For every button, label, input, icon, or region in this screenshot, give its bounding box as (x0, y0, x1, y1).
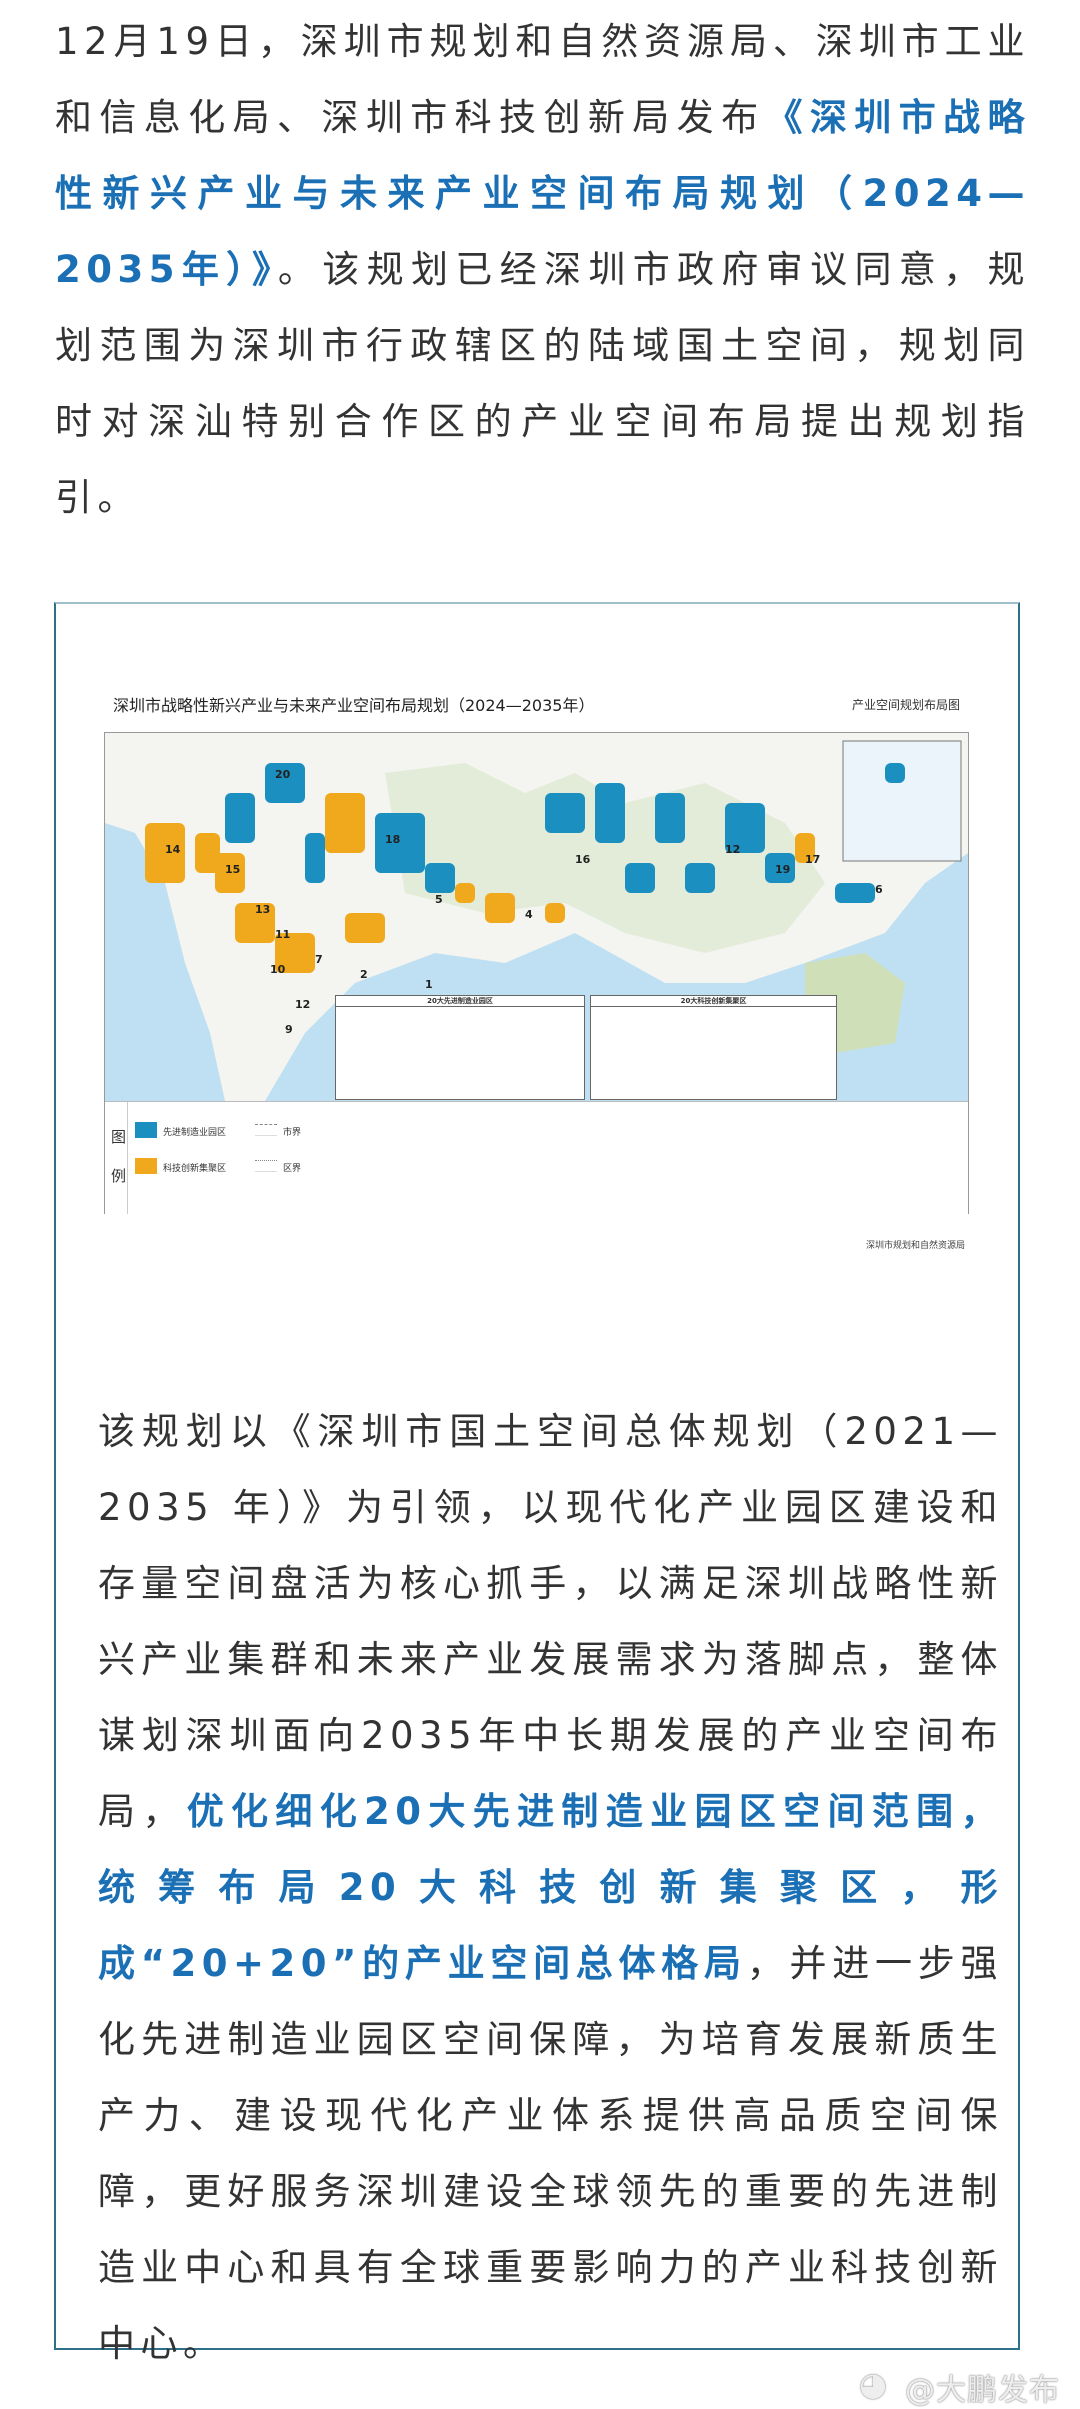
body-paragraph: 该规划以《深圳市国土空间总体规划（2021—2035 年）》为引领，以现代化产业… (98, 1394, 1003, 2382)
intro-text-rest: 。该规划已经深圳市政府审议同意，规划范围为深圳市行政辖区的陆域国土空间，规划同时… (55, 248, 1031, 519)
zone-patch (655, 793, 685, 843)
zone-number: 14 (165, 843, 181, 856)
zone-number: 5 (435, 893, 443, 906)
zone-patch (145, 823, 185, 883)
zone-patch (425, 863, 455, 893)
zone-patch (455, 883, 475, 903)
zone-number: 17 (805, 853, 820, 866)
divider (127, 1102, 128, 1214)
zone-patch (835, 883, 875, 903)
map-image: 深圳市战略性新兴产业与未来产业空间布局规划（2024—2035年） 产业空间规划… (90, 670, 1020, 1270)
legend-swatch-manufacturing (135, 1122, 157, 1138)
legend-swatch-innovation (135, 1158, 157, 1174)
zone-patch (305, 833, 325, 883)
legend-title: 图例 (111, 1128, 127, 1185)
zone-patch (345, 913, 385, 943)
zone-number: 20 (275, 768, 291, 781)
zone-patch (885, 763, 905, 783)
zone-patch (325, 793, 365, 853)
body-text: 该规划以《深圳市国土空间总体规划（2021—2035 年）》为引领，以现代化产业… (98, 1410, 1003, 1833)
map-source: 深圳市规划和自然资源局 (865, 1241, 965, 1251)
content-box (54, 602, 1020, 2350)
legend-district-boundary (255, 1160, 277, 1172)
highlight-text: 优化细化20大先进制造业园区空间范围，统筹布局20大科技创新集聚区，形成“20+… (98, 1790, 1003, 1985)
map-legend: 图例 先进制造业园区 科技创新集聚区 市界 区界 (105, 1101, 968, 1214)
zone-number: 12 (295, 998, 310, 1011)
zone-patch (765, 853, 795, 883)
zone-patch (215, 853, 245, 893)
zone-number: 18 (385, 833, 400, 846)
legend-label: 科技创新集聚区 (163, 1164, 227, 1174)
zone-number: 2 (360, 968, 368, 981)
zone-numbers: 20141518131110712923154161219176 (165, 768, 883, 1036)
table-title: 20大科技创新集聚区 (591, 996, 836, 1007)
inset-map (842, 740, 962, 862)
zone-patch (235, 903, 275, 943)
zone-patch (225, 793, 255, 843)
zone-patch (265, 763, 305, 803)
zone-number: 15 (225, 863, 240, 876)
intro-paragraph: 12月19日，深圳市规划和自然资源局、深圳市工业和信息化局、深圳市科技创新局发布… (55, 4, 1030, 536)
zone-number: 7 (315, 953, 323, 966)
table-title: 20大先进制造业园区 (336, 996, 584, 1007)
zone-number: 12 (725, 843, 740, 856)
zone-number: 11 (275, 928, 290, 941)
intro-text: 12月19日，深圳市规划和自然资源局、深圳市工业和信息化局、深圳市科技创新局发布 (55, 20, 1030, 139)
zone-patch (545, 903, 565, 923)
zone-patch (795, 833, 815, 863)
zone-patch (725, 803, 765, 853)
zone-number: 6 (875, 883, 883, 896)
innovation-zones-table: 20大科技创新集聚区 (590, 995, 837, 1100)
zone-number: 10 (270, 963, 286, 976)
weibo-watermark: ◕ @大鹏发布 (859, 2365, 1060, 2409)
zone-patch (545, 793, 585, 833)
zone-number: 16 (575, 853, 591, 866)
zone-patch (275, 933, 315, 973)
map-title: 深圳市战略性新兴产业与未来产业空间布局规划（2024—2035年） (113, 696, 595, 715)
zone-patch (375, 813, 425, 873)
zone-number: 1 (425, 978, 433, 991)
watermark-text: @大鹏发布 (905, 2373, 1060, 2408)
zone-number: 9 (285, 1023, 293, 1036)
zone-number: 19 (775, 863, 790, 876)
manufacturing-parks-table: 20大先进制造业园区 (335, 995, 585, 1100)
legend-label: 区界 (283, 1164, 302, 1174)
zone-patch (625, 863, 655, 893)
zone-patch (685, 863, 715, 893)
weibo-icon: ◕ (859, 2365, 888, 2403)
plan-title-link: 《深圳市战略性新兴产业与未来产业空间布局规划（2024—2035年）》 (55, 96, 1031, 291)
zone-patch (595, 783, 625, 843)
legend-city-boundary (255, 1124, 277, 1136)
zone-patch (485, 893, 515, 923)
map-frame: 20141518131110712923154161219176 20大先进制造… (104, 732, 969, 1214)
zone-patch (195, 833, 220, 873)
zone-number: 4 (525, 908, 533, 921)
zone-number: 13 (255, 903, 270, 916)
industry-zones (145, 763, 905, 973)
legend-label: 先进制造业园区 (163, 1128, 227, 1138)
legend-label: 市界 (283, 1128, 302, 1138)
body-text-rest: ，并进一步强化先进制造业园区空间保障，为培育发展新质生产力、建设现代化产业体系提… (98, 1942, 1003, 2365)
map-subtitle: 产业空间规划布局图 (851, 698, 960, 712)
